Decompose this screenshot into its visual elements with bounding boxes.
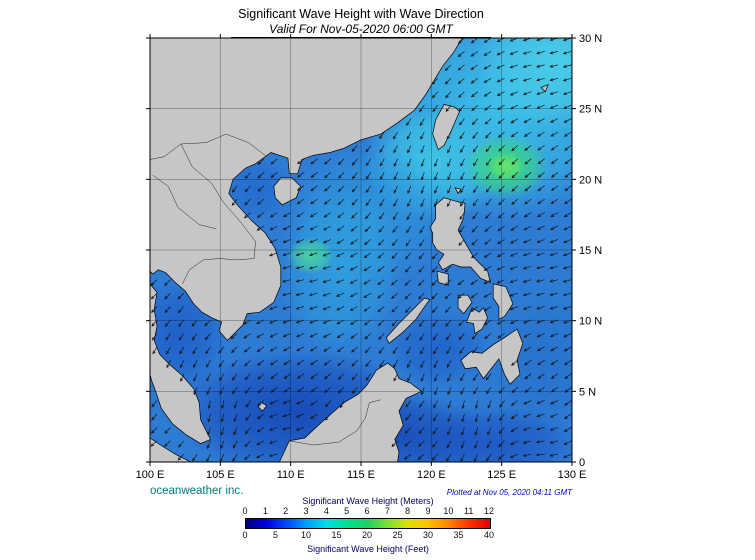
meters-tick-label: 2 bbox=[283, 506, 289, 516]
landmass bbox=[457, 294, 473, 315]
meters-tick-label: 1 bbox=[262, 506, 268, 516]
meters-tick-label: 7 bbox=[384, 506, 390, 516]
feet-tick-label: 0 bbox=[242, 530, 248, 540]
feet-tick-label: 25 bbox=[392, 530, 403, 540]
landmass bbox=[540, 83, 549, 93]
lat-tick-label: 20 N bbox=[579, 174, 602, 186]
plotted-timestamp: Plotted at Nov 05, 2020 04:11 GMT bbox=[446, 488, 572, 497]
landmass bbox=[273, 177, 301, 206]
wave-height-field bbox=[276, 186, 404, 356]
lat-tick-label: 25 N bbox=[579, 104, 602, 116]
meters-tick-label: 3 bbox=[303, 506, 309, 516]
wave-direction-arrows bbox=[150, 38, 572, 462]
lat-tick-label: 10 N bbox=[579, 316, 602, 328]
feet-tick-label: 10 bbox=[300, 530, 312, 540]
lat-tick-label: 15 N bbox=[579, 245, 602, 257]
legend-feet-label: Significant Wave Height (Feet) bbox=[307, 544, 429, 554]
landmass bbox=[279, 362, 423, 462]
legend-meters-label: Significant Wave Height (Meters) bbox=[302, 496, 434, 506]
colorbar-legend: Significant Wave Height (Meters) Signifi… bbox=[242, 496, 495, 558]
oceanweather-credit: oceanweather inc. bbox=[150, 485, 244, 497]
lon-tick-label: 105 E bbox=[206, 469, 235, 481]
lon-tick-label: 125 E bbox=[487, 469, 516, 481]
meters-tick-label: 5 bbox=[344, 506, 350, 516]
feet-tick-label: 15 bbox=[331, 530, 342, 540]
feet-tick-label: 30 bbox=[422, 530, 434, 540]
feet-tick-label: 40 bbox=[483, 530, 495, 540]
lat-tick-label: 5 N bbox=[579, 386, 596, 398]
country-border bbox=[152, 174, 217, 230]
landmass bbox=[454, 187, 462, 195]
meters-tick-label: 12 bbox=[483, 506, 495, 516]
meters-tick-label: 10 bbox=[443, 506, 454, 516]
wave-height-field bbox=[487, 292, 572, 434]
wave-height-field bbox=[487, 152, 525, 181]
landmass bbox=[150, 437, 191, 462]
landmass bbox=[436, 270, 449, 286]
country-border bbox=[289, 399, 381, 446]
lon-tick-label: 120 E bbox=[417, 469, 446, 481]
chart-title: Significant Wave Height with Wave Direct… bbox=[238, 7, 484, 21]
lat-tick-label: 0 bbox=[579, 457, 585, 469]
lon-tick-label: 115 E bbox=[347, 469, 375, 481]
map-canvas bbox=[150, 38, 572, 462]
landmass bbox=[150, 283, 211, 444]
lon-tick-label: 130 E bbox=[558, 469, 587, 481]
colorbar bbox=[245, 518, 491, 529]
feet-tick-label: 35 bbox=[453, 530, 464, 540]
feet-tick-label: 20 bbox=[361, 530, 373, 540]
meters-tick-label: 11 bbox=[463, 506, 474, 516]
lat-tick-label: 30 N bbox=[579, 33, 602, 45]
wave-height-field bbox=[473, 38, 572, 130]
meters-tick-label: 8 bbox=[405, 506, 411, 516]
feet-tick-label: 5 bbox=[272, 530, 279, 540]
meters-tick-label: 0 bbox=[242, 506, 248, 516]
landmass bbox=[460, 328, 524, 385]
meters-tick-label: 4 bbox=[323, 506, 329, 516]
landmass bbox=[150, 38, 463, 342]
meters-tick-label: 9 bbox=[425, 506, 431, 516]
lon-tick-label: 100 E bbox=[136, 469, 165, 481]
country-border bbox=[150, 133, 267, 160]
meters-tick-label: 6 bbox=[364, 506, 370, 516]
landmass bbox=[429, 197, 491, 284]
lon-tick-label: 110 E bbox=[277, 469, 305, 481]
wave-height-field bbox=[387, 310, 490, 388]
